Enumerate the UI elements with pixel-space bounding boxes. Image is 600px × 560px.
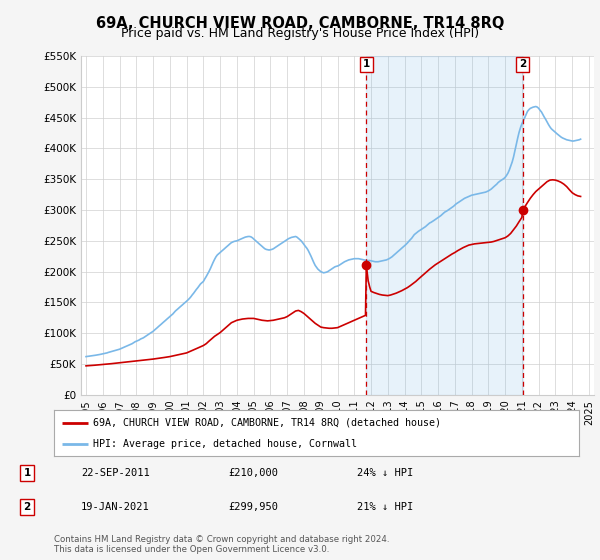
Text: 69A, CHURCH VIEW ROAD, CAMBORNE, TR14 8RQ: 69A, CHURCH VIEW ROAD, CAMBORNE, TR14 8R… xyxy=(96,16,504,31)
Text: 2: 2 xyxy=(519,59,526,69)
Text: £299,950: £299,950 xyxy=(228,502,278,512)
Text: 24% ↓ HPI: 24% ↓ HPI xyxy=(357,468,413,478)
Text: 69A, CHURCH VIEW ROAD, CAMBORNE, TR14 8RQ (detached house): 69A, CHURCH VIEW ROAD, CAMBORNE, TR14 8R… xyxy=(94,418,442,428)
Text: £210,000: £210,000 xyxy=(228,468,278,478)
Text: 22-SEP-2011: 22-SEP-2011 xyxy=(81,468,150,478)
Text: Price paid vs. HM Land Registry's House Price Index (HPI): Price paid vs. HM Land Registry's House … xyxy=(121,27,479,40)
Text: 1: 1 xyxy=(363,59,370,69)
Text: 1: 1 xyxy=(23,468,31,478)
Text: 21% ↓ HPI: 21% ↓ HPI xyxy=(357,502,413,512)
Text: Contains HM Land Registry data © Crown copyright and database right 2024.
This d: Contains HM Land Registry data © Crown c… xyxy=(54,535,389,554)
Text: 2: 2 xyxy=(23,502,31,512)
Text: 19-JAN-2021: 19-JAN-2021 xyxy=(81,502,150,512)
Bar xyxy=(367,56,523,395)
Text: HPI: Average price, detached house, Cornwall: HPI: Average price, detached house, Corn… xyxy=(94,439,358,449)
